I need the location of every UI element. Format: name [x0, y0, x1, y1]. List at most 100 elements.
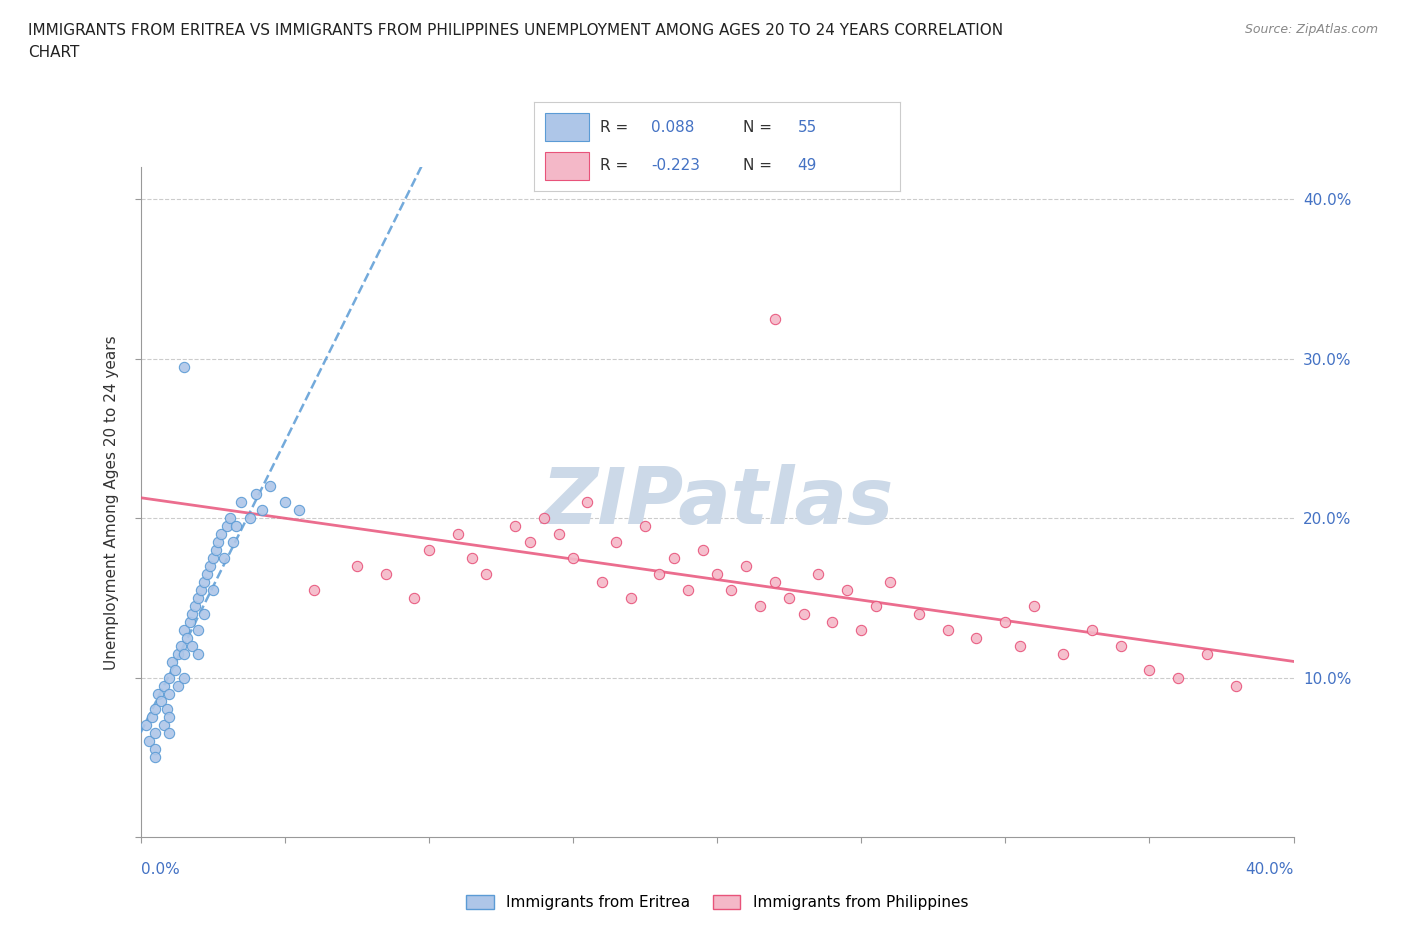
Point: [562, 551, 585, 565]
Point: [245, 486, 267, 501]
Point: [259, 479, 281, 494]
Point: [201, 582, 224, 597]
Point: [1024, 598, 1046, 613]
Point: [152, 718, 174, 733]
Point: [173, 646, 195, 661]
Point: [170, 638, 193, 653]
Point: [662, 551, 685, 565]
Point: [1139, 662, 1161, 677]
Point: [135, 718, 157, 733]
Point: [965, 631, 987, 645]
Point: [201, 551, 224, 565]
Point: [288, 503, 311, 518]
Point: [461, 551, 484, 565]
Point: [146, 686, 169, 701]
Point: [239, 511, 262, 525]
Text: 0.088: 0.088: [651, 120, 695, 135]
Point: [231, 495, 253, 510]
Point: [519, 535, 541, 550]
Text: N =: N =: [742, 158, 776, 173]
Point: [591, 575, 613, 590]
Text: IMMIGRANTS FROM ERITREA VS IMMIGRANTS FROM PHILIPPINES UNEMPLOYMENT AMONG AGES 2: IMMIGRANTS FROM ERITREA VS IMMIGRANTS FR…: [28, 23, 1004, 38]
Point: [447, 526, 470, 541]
Point: [1225, 678, 1247, 693]
Point: [605, 535, 627, 550]
FancyBboxPatch shape: [546, 152, 589, 180]
Point: [404, 591, 426, 605]
Text: Source: ZipAtlas.com: Source: ZipAtlas.com: [1244, 23, 1378, 36]
Point: [735, 559, 758, 574]
Point: [143, 702, 166, 717]
Point: [418, 542, 440, 557]
Text: CHART: CHART: [28, 45, 80, 60]
Point: [181, 606, 204, 621]
Y-axis label: Unemployment Among Ages 20 to 24 years: Unemployment Among Ages 20 to 24 years: [104, 335, 120, 670]
FancyBboxPatch shape: [546, 113, 589, 141]
Point: [821, 615, 844, 630]
Point: [879, 575, 901, 590]
Point: [184, 598, 207, 613]
Point: [165, 662, 187, 677]
Point: [1167, 671, 1189, 685]
Point: [159, 726, 180, 741]
Point: [1081, 622, 1104, 637]
Point: [141, 710, 163, 724]
Point: [678, 582, 700, 597]
Point: [222, 535, 245, 550]
Text: R =: R =: [600, 120, 633, 135]
Point: [143, 726, 166, 741]
Point: [159, 710, 180, 724]
Point: [1109, 638, 1132, 653]
Text: 55: 55: [797, 120, 817, 135]
Point: [143, 742, 166, 757]
Point: [865, 598, 887, 613]
Point: [155, 702, 177, 717]
Point: [1052, 646, 1074, 661]
Point: [763, 312, 786, 326]
Point: [720, 582, 742, 597]
Point: [346, 559, 368, 574]
Point: [152, 678, 174, 693]
Point: [692, 542, 714, 557]
Point: [274, 495, 297, 510]
Point: [204, 542, 226, 557]
Text: N =: N =: [742, 120, 776, 135]
Text: -0.223: -0.223: [651, 158, 700, 173]
Point: [793, 606, 815, 621]
Point: [173, 359, 195, 374]
Point: [547, 526, 569, 541]
Point: [250, 503, 273, 518]
Point: [619, 591, 641, 605]
Point: [763, 575, 786, 590]
Point: [190, 582, 212, 597]
Point: [212, 551, 235, 565]
Point: [374, 566, 396, 581]
Point: [173, 671, 195, 685]
Point: [207, 535, 229, 550]
Point: [149, 694, 172, 709]
Point: [187, 622, 209, 637]
Point: [749, 598, 772, 613]
Point: [143, 750, 166, 764]
Point: [187, 591, 209, 605]
Point: [217, 519, 239, 534]
Point: [138, 734, 160, 749]
Point: [187, 646, 209, 661]
Point: [475, 566, 498, 581]
Point: [503, 519, 526, 534]
Point: [167, 646, 190, 661]
Point: [849, 622, 872, 637]
Point: [179, 615, 201, 630]
Point: [162, 654, 184, 669]
Point: [778, 591, 800, 605]
Legend: Immigrants from Eritrea, Immigrants from Philippines: Immigrants from Eritrea, Immigrants from…: [460, 889, 974, 916]
Point: [219, 511, 242, 525]
Point: [908, 606, 931, 621]
Text: 49: 49: [797, 158, 817, 173]
Point: [173, 622, 195, 637]
Point: [159, 686, 180, 701]
Point: [576, 495, 599, 510]
Point: [193, 606, 215, 621]
Point: [225, 519, 247, 534]
Point: [936, 622, 959, 637]
